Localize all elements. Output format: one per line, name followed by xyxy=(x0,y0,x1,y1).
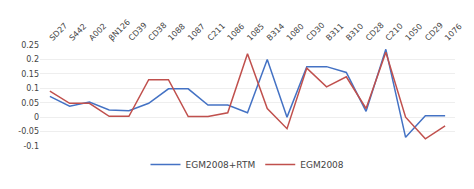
svg-text:CD28: CD28 xyxy=(364,21,386,43)
svg-text:B310: B310 xyxy=(344,22,365,43)
svg-text:1085: 1085 xyxy=(245,22,266,43)
svg-text:S442: S442 xyxy=(68,22,89,43)
svg-text:CD30: CD30 xyxy=(305,21,327,43)
svg-text:EGM2008: EGM2008 xyxy=(300,160,344,170)
svg-text:1087: 1087 xyxy=(186,22,207,43)
svg-text:B314: B314 xyxy=(265,22,286,43)
svg-text:CD29: CD29 xyxy=(423,21,445,43)
svg-text:-0.05: -0.05 xyxy=(18,127,39,136)
svg-text:CD38: CD38 xyxy=(147,21,169,43)
svg-text:A002: A002 xyxy=(87,22,108,43)
svg-text:SD27: SD27 xyxy=(48,21,70,43)
svg-text:-0.1: -0.1 xyxy=(23,142,39,151)
svg-text:1080: 1080 xyxy=(285,22,306,43)
svg-text:EGM2008+RTM: EGM2008+RTM xyxy=(186,160,256,170)
svg-text:βN126: βN126 xyxy=(107,18,132,43)
svg-text:0.05: 0.05 xyxy=(21,99,39,108)
svg-text:1088: 1088 xyxy=(166,22,187,43)
svg-text:0.1: 0.1 xyxy=(26,84,39,93)
svg-text:1076: 1076 xyxy=(443,22,464,43)
svg-text:0.25: 0.25 xyxy=(21,41,39,50)
svg-text:C210: C210 xyxy=(384,22,405,43)
svg-text:C211: C211 xyxy=(206,22,227,43)
svg-text:0.2: 0.2 xyxy=(26,55,39,64)
svg-text:0: 0 xyxy=(34,113,39,122)
svg-text:B311: B311 xyxy=(324,22,345,43)
svg-text:0.15: 0.15 xyxy=(21,70,39,79)
svg-text:CD39: CD39 xyxy=(127,21,149,43)
svg-text:1086: 1086 xyxy=(226,22,247,43)
svg-text:1050: 1050 xyxy=(403,22,424,43)
